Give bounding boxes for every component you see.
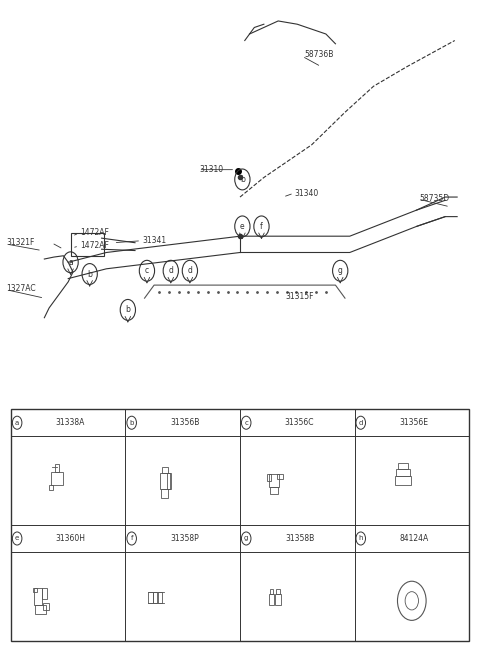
Bar — [11, 409, 469, 641]
Text: d: d — [188, 266, 192, 275]
Text: c: c — [244, 420, 248, 426]
Bar — [43, 603, 48, 610]
Text: b: b — [87, 269, 92, 278]
Text: 31356C: 31356C — [285, 419, 314, 427]
Text: 31356B: 31356B — [170, 419, 200, 427]
Text: 1327AC: 1327AC — [6, 284, 36, 293]
Bar — [269, 594, 274, 605]
Text: 58736B: 58736B — [304, 50, 334, 60]
Text: g: g — [244, 536, 248, 542]
Bar — [267, 474, 271, 481]
Text: 84124A: 84124A — [399, 534, 429, 543]
Bar — [167, 473, 171, 489]
Text: 31338A: 31338A — [56, 419, 85, 427]
Bar — [42, 588, 47, 599]
Text: f: f — [260, 222, 263, 231]
Bar — [162, 467, 168, 473]
Text: 31360H: 31360H — [56, 534, 85, 543]
Text: 31341: 31341 — [142, 236, 166, 245]
Bar — [158, 592, 162, 603]
Text: a: a — [68, 258, 73, 267]
Bar — [396, 469, 409, 476]
Bar — [276, 589, 280, 594]
Text: b: b — [125, 305, 130, 314]
Bar — [395, 476, 411, 485]
Text: 58735D: 58735D — [419, 194, 449, 203]
Text: 1472AF: 1472AF — [80, 229, 109, 237]
Text: 1472AF: 1472AF — [80, 242, 109, 250]
Bar — [55, 464, 60, 472]
Text: e: e — [15, 536, 19, 542]
Text: f: f — [131, 536, 133, 542]
Bar — [161, 489, 168, 498]
Bar — [153, 592, 157, 603]
Bar — [35, 605, 46, 614]
Text: 31356E: 31356E — [400, 419, 429, 427]
Text: g: g — [338, 266, 343, 275]
Text: c: c — [145, 266, 149, 275]
Text: h: h — [359, 536, 363, 542]
Text: d: d — [168, 266, 173, 275]
Text: 31315F: 31315F — [285, 291, 314, 301]
Text: 31321F: 31321F — [6, 238, 35, 247]
Bar — [275, 594, 281, 605]
Bar — [270, 487, 278, 494]
Bar — [33, 588, 36, 592]
Text: e: e — [240, 222, 245, 231]
Text: b: b — [130, 420, 134, 426]
Bar — [398, 463, 408, 469]
Bar — [269, 474, 279, 487]
Text: 31340: 31340 — [295, 189, 319, 198]
Bar — [49, 485, 53, 490]
Bar — [276, 474, 283, 479]
Text: 31358P: 31358P — [171, 534, 200, 543]
Bar — [148, 592, 153, 603]
Bar — [160, 473, 170, 489]
Text: b: b — [240, 175, 245, 184]
Bar — [51, 472, 63, 485]
Text: 31310: 31310 — [199, 165, 224, 174]
Bar — [34, 588, 42, 605]
Text: d: d — [359, 420, 363, 426]
Text: a: a — [15, 420, 19, 426]
Bar — [270, 589, 273, 594]
Text: 31358B: 31358B — [285, 534, 314, 543]
